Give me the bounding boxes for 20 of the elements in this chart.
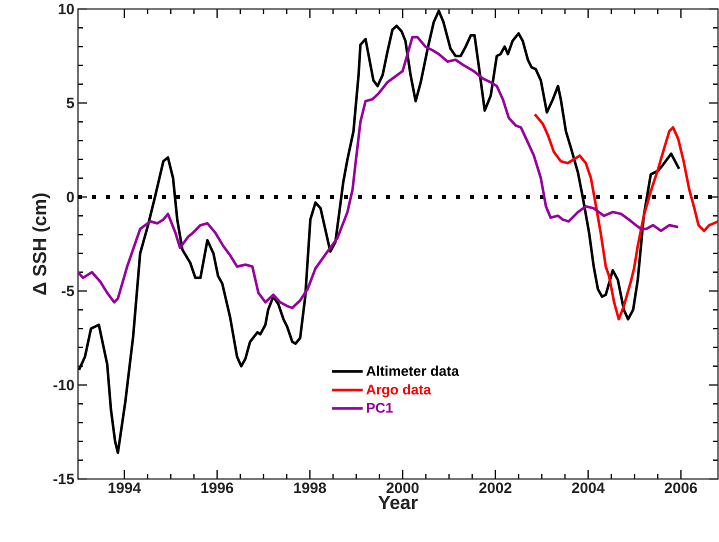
x-tick-label: 2006: [664, 482, 697, 494]
y-tick-label: 0: [66, 192, 74, 202]
y-tick-label: -15: [53, 474, 74, 484]
line-series: [78, 36, 680, 310]
legend-label: Argo data: [366, 384, 432, 398]
x-tick-label: 1994: [108, 482, 141, 494]
y-tick-label: 5: [66, 98, 74, 108]
x-tick-label: 2000: [386, 482, 419, 494]
x-tick-label: 1998: [294, 482, 326, 494]
y-tick-label: 10: [58, 4, 74, 14]
y-axis-title: Δ SSH (cm): [32, 193, 50, 295]
y-tick-label: -5: [62, 286, 74, 296]
legend-label: PC1: [366, 402, 393, 413]
x-tick-label: 2002: [479, 482, 512, 494]
x-axis-title: Year: [378, 496, 418, 510]
x-tick-label: 2004: [572, 482, 605, 494]
y-tick-label: -10: [53, 380, 74, 390]
x-tick-label: 1996: [201, 482, 234, 494]
legend-label: Altimeter data: [366, 366, 460, 376]
line-series: [534, 112, 718, 320]
